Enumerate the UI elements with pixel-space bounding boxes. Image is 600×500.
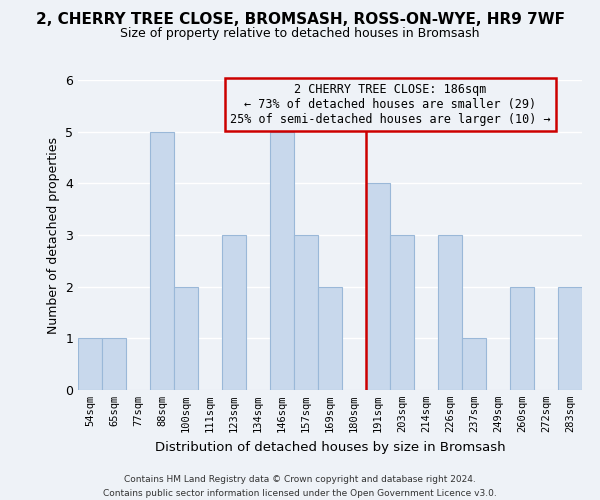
Bar: [270, 132, 294, 390]
Bar: [174, 286, 198, 390]
Bar: [150, 132, 174, 390]
Bar: [438, 235, 462, 390]
Bar: [102, 338, 126, 390]
Bar: [366, 184, 390, 390]
Bar: [462, 338, 486, 390]
Bar: [222, 235, 246, 390]
Text: 2 CHERRY TREE CLOSE: 186sqm
← 73% of detached houses are smaller (29)
25% of sem: 2 CHERRY TREE CLOSE: 186sqm ← 73% of det…: [230, 83, 551, 126]
Text: Contains HM Land Registry data © Crown copyright and database right 2024.
Contai: Contains HM Land Registry data © Crown c…: [103, 476, 497, 498]
Bar: [78, 338, 102, 390]
Bar: [390, 235, 414, 390]
Text: Size of property relative to detached houses in Bromsash: Size of property relative to detached ho…: [120, 28, 480, 40]
Bar: [318, 286, 342, 390]
X-axis label: Distribution of detached houses by size in Bromsash: Distribution of detached houses by size …: [155, 440, 505, 454]
Y-axis label: Number of detached properties: Number of detached properties: [47, 136, 59, 334]
Bar: [510, 286, 534, 390]
Bar: [558, 286, 582, 390]
Text: 2, CHERRY TREE CLOSE, BROMSASH, ROSS-ON-WYE, HR9 7WF: 2, CHERRY TREE CLOSE, BROMSASH, ROSS-ON-…: [35, 12, 565, 28]
Bar: [294, 235, 318, 390]
